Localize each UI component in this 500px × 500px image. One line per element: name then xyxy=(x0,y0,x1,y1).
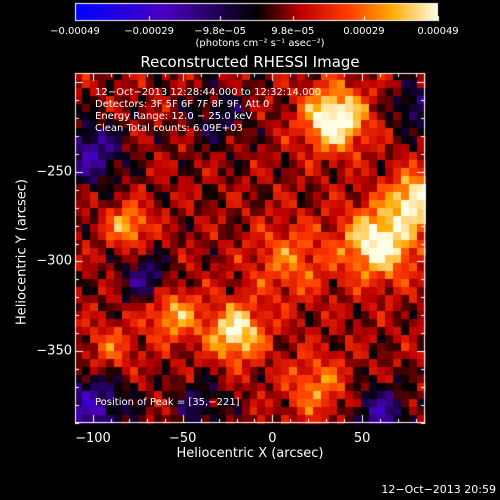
x-tick-label: 0 xyxy=(268,431,277,446)
x-tick-label: 50 xyxy=(353,431,371,446)
colorbar-units: (photons cm⁻² s⁻¹ asec⁻²) xyxy=(195,38,325,49)
colorbar-tick-label: 0.00029 xyxy=(343,26,385,37)
annotation-detectors: Detectors: 3F 5F 6F 7F 8F 9F, Att 0 xyxy=(95,99,270,110)
x-axis-label: Heliocentric X (arcsec) xyxy=(176,446,324,461)
colorbar-tick-label: −0.00049 xyxy=(50,26,100,37)
peak-position-label: Position of Peak = [35,−221] xyxy=(95,397,240,408)
x-tick-label: −50 xyxy=(168,431,197,446)
y-tick-label: −350 xyxy=(36,343,72,359)
plot-timestamp: 12−Oct−2013 20:59 xyxy=(381,483,496,496)
y-tick-label: −250 xyxy=(36,164,72,180)
colorbar-tick-label: −0.00029 xyxy=(124,26,174,37)
annotation-total-counts: Clean Total counts: 6.09E+03 xyxy=(95,123,243,134)
annotation-time-range: 12−Oct−2013 12:28:44.000 to 12:32:14.000 xyxy=(95,87,322,98)
y-tick-label: −300 xyxy=(36,253,72,269)
colorbar-tick-label: 9.8e−05 xyxy=(271,26,315,37)
y-axis-label: Heliocentric Y (arcsec) xyxy=(14,179,30,325)
annotation-energy-range: Energy Range: 12.0 − 25.0 keV xyxy=(95,111,253,122)
colorbar-tick-label: 0.00049 xyxy=(417,26,459,37)
x-tick-label: −100 xyxy=(75,431,111,446)
chart-title: Reconstructed RHESSI Image xyxy=(140,53,360,71)
colorbar-tick-label: −9.8e−05 xyxy=(194,26,246,37)
